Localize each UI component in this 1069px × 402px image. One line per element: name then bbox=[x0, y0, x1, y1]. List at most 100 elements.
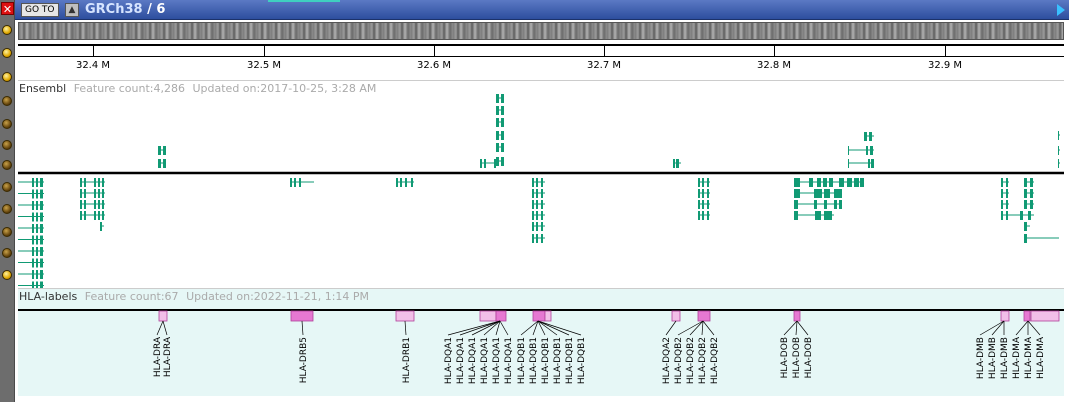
gene-exon[interactable] bbox=[794, 211, 798, 220]
hla-leader-line[interactable] bbox=[459, 320, 501, 336]
hla-leader-line[interactable] bbox=[495, 320, 501, 336]
gene-exon[interactable] bbox=[501, 143, 504, 152]
gene-exon[interactable] bbox=[707, 189, 709, 198]
hla-leader-line[interactable] bbox=[520, 320, 539, 336]
gene-exon[interactable] bbox=[501, 106, 504, 115]
gene-feature[interactable] bbox=[794, 211, 834, 220]
hla-label[interactable]: HLA-DQB1 bbox=[553, 337, 563, 384]
gene-feature[interactable] bbox=[532, 234, 545, 243]
gene-exon[interactable] bbox=[1024, 178, 1027, 187]
gene-exon[interactable] bbox=[294, 178, 296, 187]
gene-feature[interactable] bbox=[18, 212, 44, 222]
gene-exon[interactable] bbox=[829, 178, 833, 187]
gene-exon[interactable] bbox=[32, 235, 34, 245]
gene-exon[interactable] bbox=[532, 200, 534, 209]
gene-exon[interactable] bbox=[102, 178, 104, 187]
hla-leader-line[interactable] bbox=[532, 320, 539, 336]
info-icon[interactable] bbox=[2, 72, 12, 82]
hla-label[interactable]: HLA-DQA1 bbox=[492, 337, 502, 384]
gene-exon[interactable] bbox=[809, 178, 813, 187]
gene-exon[interactable] bbox=[868, 159, 870, 168]
gene-exon[interactable] bbox=[36, 281, 38, 291]
gene-exon[interactable] bbox=[158, 146, 161, 155]
hla-label[interactable]: HLA-DMA bbox=[1012, 336, 1022, 379]
gene-exon[interactable] bbox=[823, 178, 827, 187]
gene-feature[interactable] bbox=[532, 178, 545, 187]
hla-label[interactable]: HLA-DQA2 bbox=[662, 337, 672, 384]
gene-feature[interactable] bbox=[18, 189, 44, 199]
gene-exon[interactable] bbox=[839, 189, 842, 198]
gene-exon[interactable] bbox=[32, 201, 34, 210]
gene-exon[interactable] bbox=[834, 189, 839, 198]
ensembl-track[interactable]: Ensembl Feature count:4,286 Updated on:2… bbox=[18, 80, 1064, 301]
gene-exon[interactable] bbox=[94, 178, 96, 187]
gene-feature[interactable] bbox=[532, 200, 545, 209]
hla-label[interactable]: HLA-DQB2 bbox=[674, 337, 684, 384]
gene-feature[interactable] bbox=[532, 211, 545, 220]
gene-exon[interactable] bbox=[1020, 211, 1023, 220]
hla-leader-line[interactable] bbox=[162, 320, 168, 336]
gene-exon[interactable] bbox=[80, 189, 82, 198]
gene-exon[interactable] bbox=[163, 146, 166, 155]
gene-exon[interactable] bbox=[869, 132, 872, 141]
hla-leader-line[interactable] bbox=[783, 320, 798, 336]
gene-exon[interactable] bbox=[860, 178, 864, 187]
gene-exon[interactable] bbox=[80, 200, 82, 209]
gene-exon[interactable] bbox=[676, 159, 679, 168]
gene-exon[interactable] bbox=[102, 211, 104, 220]
gene-feature[interactable] bbox=[1001, 178, 1009, 187]
hla-label[interactable]: HLA-DOB bbox=[780, 337, 790, 378]
gene-exon[interactable] bbox=[501, 118, 504, 127]
gene-exon[interactable] bbox=[32, 258, 34, 268]
gene-feature[interactable] bbox=[496, 143, 504, 152]
hla-label[interactable]: HLA-DRB1 bbox=[402, 337, 412, 383]
hla-label[interactable]: HLA-DQA1 bbox=[456, 337, 466, 384]
gene-exon[interactable] bbox=[496, 143, 499, 152]
gene-exon[interactable] bbox=[702, 189, 704, 198]
hla-label[interactable]: HLA-DQA1 bbox=[444, 337, 454, 384]
gene-feature[interactable] bbox=[698, 211, 710, 220]
gene-exon[interactable] bbox=[698, 211, 700, 220]
gene-exon[interactable] bbox=[299, 178, 301, 187]
gene-feature[interactable] bbox=[1024, 189, 1034, 198]
gene-exon[interactable] bbox=[532, 211, 534, 220]
gene-exon[interactable] bbox=[405, 178, 407, 187]
info-icon[interactable] bbox=[2, 204, 12, 214]
gene-exon[interactable] bbox=[871, 159, 874, 168]
gene-feature[interactable] bbox=[794, 200, 842, 209]
hla-label[interactable]: HLA-DQB1 bbox=[517, 337, 527, 384]
gene-exon[interactable] bbox=[847, 178, 852, 187]
close-icon[interactable]: ✕ bbox=[1, 2, 14, 16]
gene-exon[interactable] bbox=[532, 178, 534, 187]
gene-feature[interactable] bbox=[1024, 222, 1030, 231]
gene-exon[interactable] bbox=[1001, 189, 1003, 198]
gene-exon[interactable] bbox=[40, 201, 43, 210]
gene-exon[interactable] bbox=[40, 258, 43, 268]
hla-leader-line[interactable] bbox=[471, 320, 501, 336]
gene-exon[interactable] bbox=[32, 270, 34, 279]
gene-exon[interactable] bbox=[94, 211, 96, 220]
gene-feature[interactable] bbox=[158, 146, 166, 155]
hla-label[interactable]: HLA-DQB2 bbox=[710, 337, 720, 384]
gene-exon[interactable] bbox=[501, 157, 504, 166]
gene-exon[interactable] bbox=[1058, 131, 1059, 140]
gene-exon[interactable] bbox=[496, 118, 499, 127]
gene-exon[interactable] bbox=[541, 178, 543, 187]
hla-feature[interactable] bbox=[395, 310, 415, 322]
info-icon[interactable] bbox=[2, 96, 12, 106]
hla-features[interactable]: HLA-DRA HLA-DRA HLA-DRB5 HLA-DRB1 HLA-DQA1 HL… bbox=[18, 289, 1064, 397]
gene-feature[interactable] bbox=[80, 189, 105, 198]
gene-exon[interactable] bbox=[541, 189, 543, 198]
gene-exon[interactable] bbox=[824, 200, 827, 209]
hla-leader-line[interactable] bbox=[677, 320, 704, 336]
hla-label[interactable]: HLA-DQB1 bbox=[541, 337, 551, 384]
gene-exon[interactable] bbox=[814, 200, 817, 209]
hla-label[interactable]: HLA-DQB1 bbox=[529, 337, 539, 384]
gene-exon[interactable] bbox=[702, 200, 704, 209]
gene-exon[interactable] bbox=[32, 224, 34, 233]
gene-exon[interactable] bbox=[1001, 200, 1003, 209]
hla-label[interactable]: HLA-DOB bbox=[792, 337, 802, 378]
gene-exon[interactable] bbox=[36, 247, 38, 256]
hla-leader-line[interactable] bbox=[537, 320, 546, 336]
gene-exon[interactable] bbox=[1024, 189, 1027, 198]
